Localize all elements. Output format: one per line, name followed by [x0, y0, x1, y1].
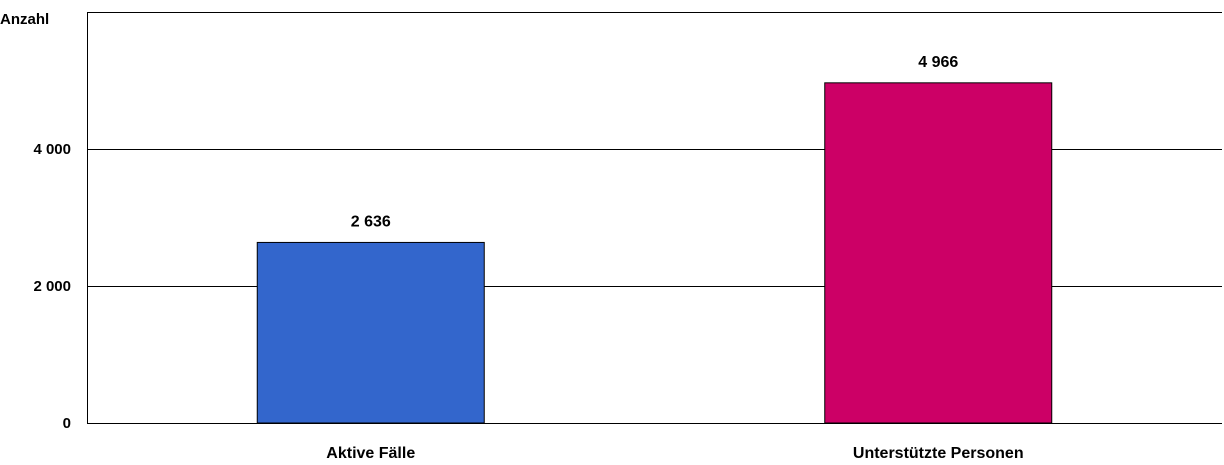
- y-axis-title: Anzahl: [0, 11, 49, 28]
- y-tick-label: 0: [63, 415, 71, 432]
- x-category-label: Aktive Fälle: [326, 445, 415, 462]
- x-category-label: Unterstützte Personen: [853, 445, 1024, 462]
- y-axis-ticks: 0 2 000 4 000: [33, 141, 71, 432]
- bar: [256, 241, 485, 424]
- y-tick-label: 4 000: [33, 141, 71, 158]
- bar: [824, 82, 1053, 424]
- x-axis-labels: Aktive Fälle Unterstützte Personen: [326, 445, 1023, 462]
- data-labels: 2 636 4 966: [351, 54, 959, 231]
- y-tick-label: 2 000: [33, 278, 71, 295]
- bars: [256, 82, 1053, 424]
- data-label: 4 966: [918, 54, 958, 71]
- data-label: 2 636: [351, 213, 391, 230]
